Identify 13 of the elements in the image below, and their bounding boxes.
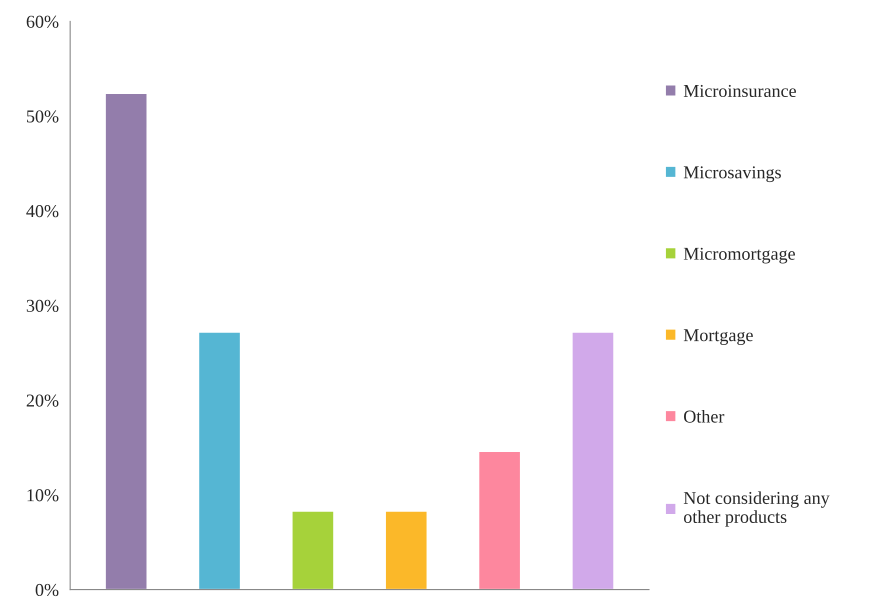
legend-label: Microsavings — [684, 166, 781, 182]
y-tick-label: 10% — [28, 489, 58, 502]
y-tick-label: 40% — [26, 205, 58, 218]
legend-label: Microinsurance — [684, 84, 796, 98]
legend-label: Not considering any other products — [684, 491, 830, 527]
y-tick-label: 20% — [26, 394, 58, 407]
y-tick-label: 30% — [26, 300, 58, 312]
y-tick-label: 60% — [26, 16, 58, 28]
y-tick-label: 50% — [27, 110, 58, 123]
y-tick-label: 0% — [36, 584, 58, 596]
legend-label: Other — [684, 410, 724, 423]
legend-label: Mortgage — [684, 329, 753, 345]
legend-label: Micromortgage — [684, 248, 795, 264]
